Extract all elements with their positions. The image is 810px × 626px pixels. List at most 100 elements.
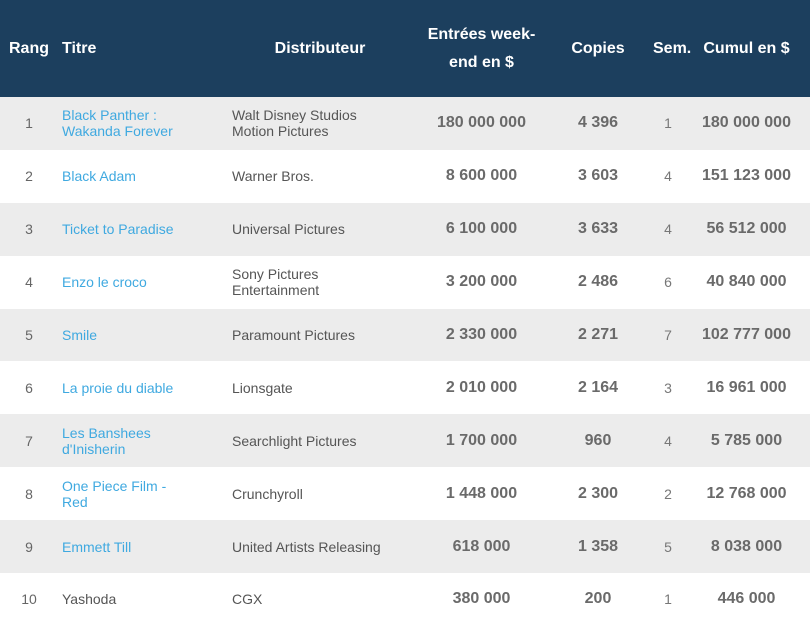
dist-line1: Paramount Pictures (232, 327, 355, 343)
titre-line1[interactable]: Black Panther : (62, 107, 157, 124)
cell-copies: 2 164 (577, 378, 619, 396)
header-rang: Rang (9, 39, 49, 57)
cell-distributeur: Warner Bros. (220, 150, 420, 203)
cell-cumul: 5 785 000 (710, 431, 783, 449)
cell-rang: 1 (25, 115, 33, 132)
header-sem: Sem. (653, 39, 692, 57)
titre-line1[interactable]: Les Banshees (62, 424, 151, 441)
cell-sem: 7 (664, 327, 672, 343)
table-row: 7 Les Banshees d'Inisherin Searchlight P… (0, 414, 810, 468)
cell-copies: 200 (584, 590, 612, 608)
dist-line1: Searchlight Pictures (232, 432, 357, 449)
titre-line1[interactable]: One Piece Film - (62, 477, 167, 494)
table-row: 1 Black Panther : Wakanda Forever Walt D… (0, 97, 810, 150)
cell-cumul: 102 777 000 (702, 326, 791, 343)
cell-entrees: 1 700 000 (445, 431, 518, 449)
table-row: 6 La proie du diable Lionsgate 2 010 000… (0, 361, 810, 415)
header-entrees-line1: Entrées week- (427, 25, 536, 43)
titre-line2[interactable]: d'Inisherin (62, 440, 126, 457)
cell-rang: 7 (25, 432, 33, 449)
header-cumul: Cumul en $ (703, 39, 790, 57)
cell-distributeur: Universal Pictures (220, 203, 420, 256)
cell-entrees: 3 200 000 (445, 273, 518, 291)
cell-distributeur: United Artists Releasing (220, 520, 420, 573)
titre-line1[interactable]: Ticket to Paradise (62, 221, 174, 238)
cell-titre-link[interactable]: Black Panther : Wakanda Forever (60, 97, 220, 150)
cell-titre-link[interactable]: Smile (60, 309, 220, 362)
table-row: 5 Smile Paramount Pictures 2 330 000 2 2… (0, 308, 810, 362)
dist-line1: Sony Pictures (232, 266, 319, 283)
cell-sem: 4 (664, 168, 672, 185)
dist-line1: United Artists Releasing (232, 538, 381, 555)
cell-sem: 6 (664, 274, 672, 291)
cell-titre-link[interactable]: Enzo le croco (60, 256, 220, 309)
dist-line2: Motion Pictures (232, 123, 329, 140)
cell-titre-link[interactable]: La proie du diable (60, 361, 220, 414)
table-row: 9 Emmett Till United Artists Releasing 6… (0, 520, 810, 574)
cell-sem: 4 (664, 432, 672, 449)
dist-line1: Warner Bros. (232, 168, 314, 185)
cell-distributeur: Crunchyroll (220, 467, 420, 520)
header-titre: Titre (62, 39, 97, 57)
table-row: 3 Ticket to Paradise Universal Pictures … (0, 202, 810, 256)
cell-copies: 2 271 (577, 326, 619, 343)
cell-distributeur: Paramount Pictures (220, 309, 420, 362)
header-entrees: Entrées week- end en $ (420, 0, 543, 97)
cell-sem: 3 (664, 379, 672, 396)
cell-entrees: 618 000 (452, 537, 511, 555)
dist-line1: Crunchyroll (232, 485, 303, 502)
titre-line1[interactable]: Black Adam (62, 168, 136, 185)
cell-titre-link[interactable]: Black Adam (60, 150, 220, 203)
cell-copies: 2 486 (577, 273, 619, 291)
titre-line1[interactable]: Emmett Till (62, 538, 132, 555)
cell-distributeur: CGX (220, 573, 420, 626)
cell-distributeur: Walt Disney Studios Motion Pictures (220, 97, 420, 150)
cell-sem: 2 (664, 485, 672, 502)
cell-cumul: 40 840 000 (706, 273, 787, 291)
cell-cumul: 12 768 000 (706, 484, 787, 502)
cell-rang: 3 (25, 221, 33, 238)
dist-line1: CGX (232, 591, 263, 608)
cell-distributeur: Sony Pictures Entertainment (220, 256, 420, 309)
cell-entrees: 6 100 000 (445, 220, 518, 238)
dist-line1: Universal Pictures (232, 221, 345, 238)
table-row: 8 One Piece Film - Red Crunchyroll 1 448… (0, 467, 810, 521)
titre-line2[interactable]: Wakanda Forever (62, 123, 173, 140)
cell-cumul: 56 512 000 (706, 220, 787, 238)
cell-titre: Yashoda (60, 573, 220, 626)
cell-sem: 1 (664, 115, 672, 132)
cell-entrees: 2 010 000 (445, 378, 518, 396)
header-distributeur: Distributeur (274, 39, 366, 57)
cell-rang: 6 (25, 379, 33, 396)
cell-sem: 4 (664, 221, 672, 238)
table-row: 10 Yashoda CGX 380 000 200 1 446 000 (0, 573, 810, 626)
cell-rang: 2 (25, 168, 33, 185)
dist-line2: Entertainment (232, 282, 320, 299)
titre-line1[interactable]: Smile (62, 327, 98, 343)
header-row: Rang Titre Distributeur Entrées week- en… (0, 0, 810, 97)
cell-sem: 5 (664, 538, 672, 555)
cell-entrees: 180 000 000 (437, 114, 526, 132)
header-entrees-line2: end en $ (449, 53, 514, 71)
cell-cumul: 180 000 000 (702, 114, 791, 132)
cell-titre-link[interactable]: Ticket to Paradise (60, 203, 220, 256)
cell-cumul: 16 961 000 (706, 378, 787, 396)
cell-distributeur: Lionsgate (220, 361, 420, 414)
table-row: 4 Enzo le croco Sony Pictures Entertainm… (0, 255, 810, 309)
titre-line1[interactable]: Enzo le croco (62, 274, 147, 291)
cell-titre-link[interactable]: Emmett Till (60, 520, 220, 573)
cell-entrees: 2 330 000 (445, 326, 518, 343)
cell-titre-link[interactable]: One Piece Film - Red (60, 467, 220, 520)
cell-copies: 4 396 (577, 114, 619, 132)
cell-rang: 10 (21, 591, 37, 608)
cell-copies: 1 358 (577, 537, 619, 555)
titre-line1[interactable]: La proie du diable (62, 379, 174, 396)
table-row: 2 Black Adam Warner Bros. 8 600 000 3 60… (0, 149, 810, 203)
cell-titre-link[interactable]: Les Banshees d'Inisherin (60, 414, 220, 467)
titre-line2[interactable]: Red (62, 493, 88, 510)
cell-rang: 9 (25, 538, 33, 555)
cell-copies: 960 (584, 431, 612, 449)
table-header: Rang Titre Distributeur Entrées week- en… (0, 0, 810, 97)
cell-rang: 4 (25, 274, 33, 291)
